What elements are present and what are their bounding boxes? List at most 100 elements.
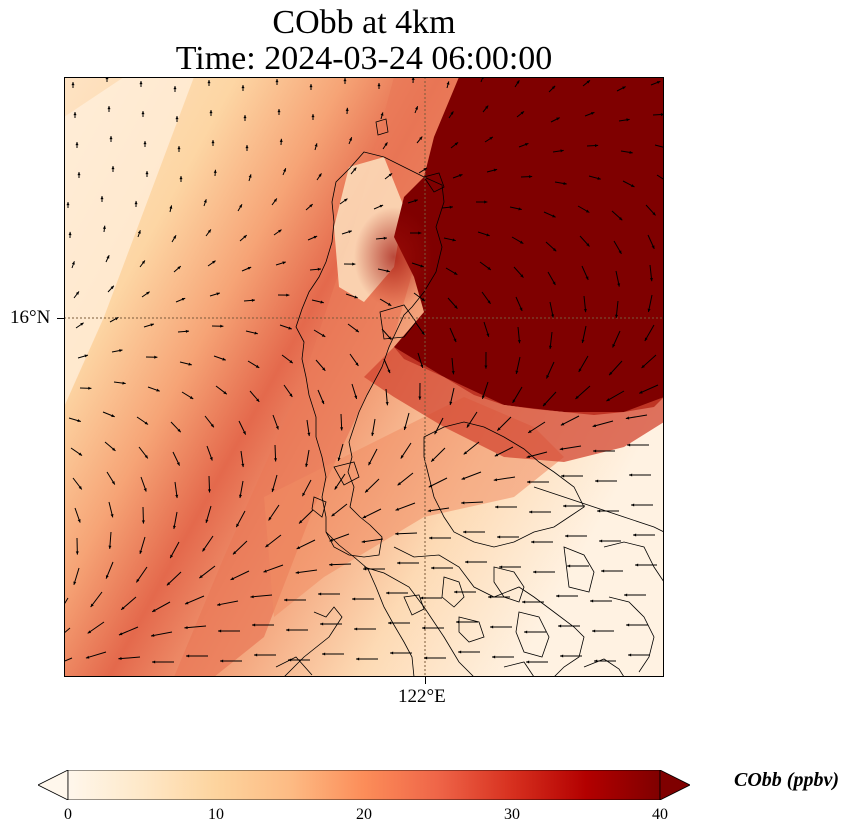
wind-vector-head [255, 364, 260, 368]
wind-vector-head [529, 510, 533, 514]
wind-vector-head [186, 654, 190, 658]
wind-vector-head [112, 447, 116, 451]
wind-vector-head [423, 167, 427, 171]
wind-vector-head [400, 455, 404, 459]
wind-vector-head [77, 419, 81, 423]
wind-vector-head [641, 364, 645, 369]
wind-vector-head [618, 216, 623, 221]
wind-vector-head [321, 400, 325, 405]
wind-vector-head [71, 261, 75, 265]
wind-vector-head [493, 478, 498, 482]
wind-vector-head [137, 230, 141, 234]
wind-vector-head [109, 136, 113, 140]
wind-vector-head [487, 300, 491, 304]
wind-vector-head [273, 198, 277, 202]
wind-vector-head [139, 550, 143, 554]
wind-vector-head [102, 225, 106, 229]
wind-vector-head [356, 657, 360, 661]
wind-vector-head [419, 136, 423, 140]
wind-vector [526, 451, 548, 458]
wind-vector-head [222, 357, 226, 361]
wind-vector [575, 385, 591, 400]
wind-vector-head [329, 538, 333, 542]
colorbar-body [67, 770, 661, 800]
wind-vector-head [166, 582, 171, 586]
wind-vector-head [218, 629, 222, 633]
wind-vector [329, 563, 352, 566]
wind-vector-head [322, 652, 326, 656]
wind-vector-head [284, 598, 288, 602]
wind-vector-head [107, 106, 111, 110]
wind-vector-head [241, 85, 245, 89]
wind-vector-head [522, 600, 526, 604]
wind-vector-head [139, 81, 143, 85]
wind-vector-head [388, 173, 393, 177]
wind-vector-head [484, 365, 488, 369]
wind-vector-head [108, 545, 112, 549]
wind-vector-head [489, 136, 493, 140]
wind-vector-head [563, 181, 567, 185]
wind-vector-head [242, 431, 246, 435]
wind-vector-head [207, 229, 211, 233]
wind-vector-head [526, 660, 530, 664]
wind-vector-head [597, 509, 601, 513]
mid-concentration-band-2 [264, 397, 564, 617]
wind-vector-head [278, 229, 282, 233]
wind-vector-head [466, 424, 470, 428]
wind-vector-head [548, 345, 552, 349]
wind-vector-head [311, 114, 315, 118]
wind-vector-head [344, 198, 348, 202]
wind-vector-head [80, 322, 84, 326]
wind-vector-head [434, 430, 438, 435]
wind-vector-head [512, 399, 516, 403]
wind-vector-head [288, 658, 292, 662]
wind-vector [397, 472, 414, 486]
wind-vector-head [586, 243, 590, 247]
wind-vector-head [239, 204, 243, 208]
wind-vector-head [390, 651, 394, 655]
wind-vector-head [420, 264, 424, 268]
wind-vector [542, 391, 557, 407]
wind-vector-head [343, 78, 347, 82]
wind-vector-head [321, 333, 326, 337]
wind-vector-head [254, 331, 258, 335]
wind-vector-head [365, 489, 369, 493]
wind-vector-head [497, 535, 501, 539]
wind-vector-head [243, 235, 247, 239]
wind-vector [329, 533, 350, 542]
wind-vector-head [644, 337, 648, 341]
wind-vector-head [154, 355, 158, 359]
wind-vector-head [606, 398, 610, 402]
wind-vector-head [543, 402, 547, 407]
wind-vector-head [626, 118, 630, 122]
wind-vector-head [484, 200, 488, 204]
wind-vector-head [251, 298, 256, 302]
wind-vector-head [239, 494, 243, 498]
wind-vector-head [156, 388, 160, 392]
wind-vector-head [422, 626, 426, 630]
wind-vector-head [558, 624, 562, 628]
wind-vector-head [111, 414, 115, 417]
wind-vector [230, 570, 250, 581]
wind-vector-head [418, 396, 422, 400]
wind-vector-head [75, 291, 80, 295]
wind-vector-head [427, 509, 432, 513]
wind-vector-head [184, 626, 188, 630]
wind-vector [64, 627, 71, 634]
wind-vector-head [355, 328, 359, 333]
wind-vector-head [209, 457, 213, 461]
wind-vector-head [78, 486, 82, 490]
wind-vector-head [141, 520, 145, 524]
wind-vector-head [289, 360, 293, 364]
wind-vector-head [173, 86, 177, 90]
wind-vector-head [254, 653, 258, 657]
wind-vector-head [594, 659, 598, 663]
wind-vector [527, 421, 546, 434]
wind-vector-head [418, 231, 422, 235]
wind-vector-head [649, 277, 653, 282]
wind-vector-head [299, 520, 303, 524]
plume-edge [364, 347, 664, 462]
wind-vector-head [283, 168, 286, 172]
wind-vector-head [136, 578, 140, 583]
wind-vector-head [456, 620, 460, 624]
